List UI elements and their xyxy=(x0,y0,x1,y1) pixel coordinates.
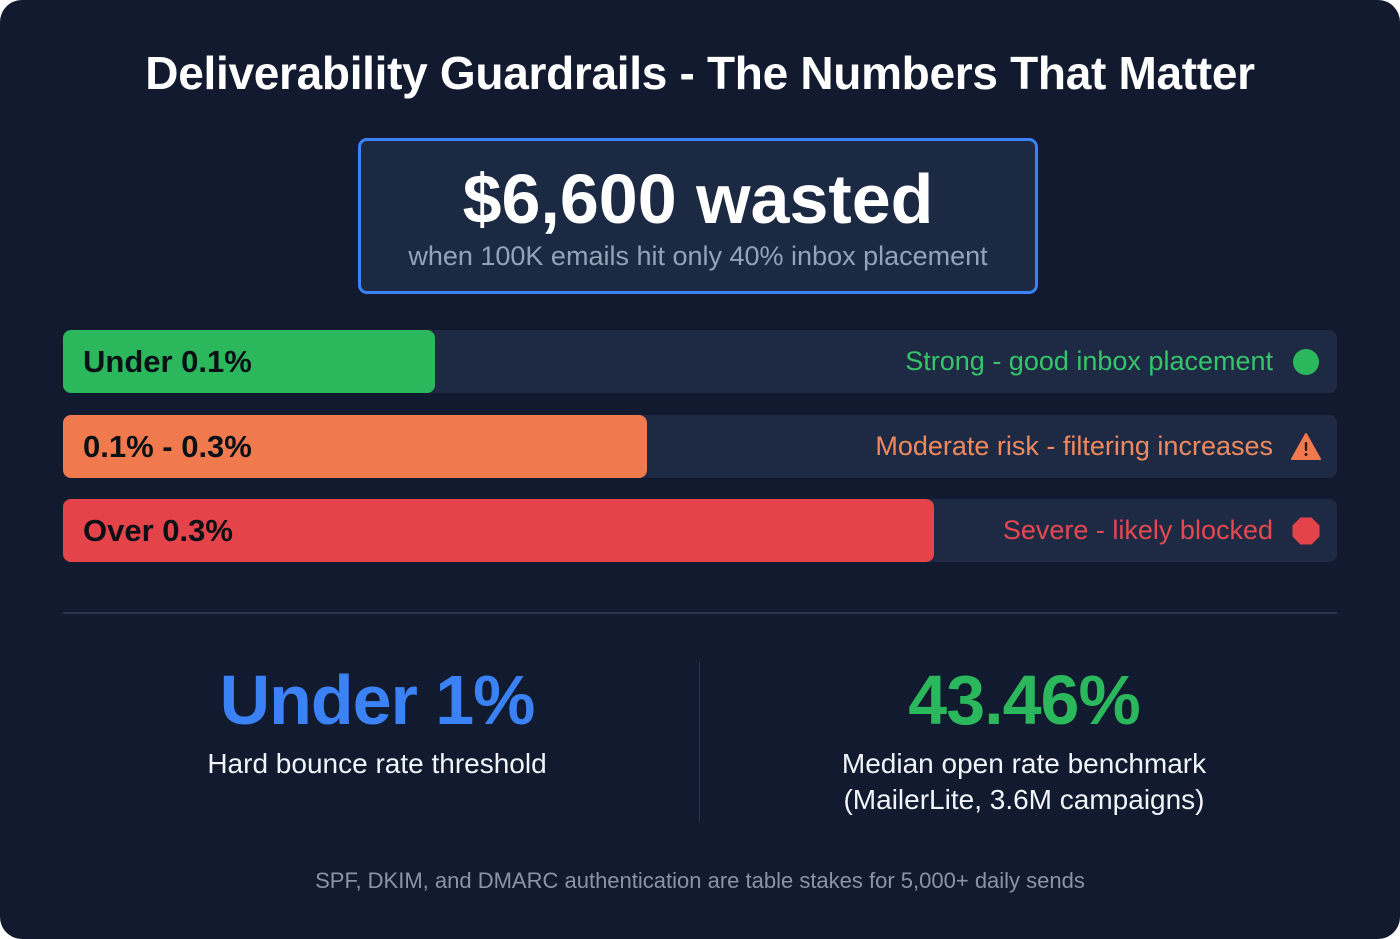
stats-divider xyxy=(699,662,700,822)
section-divider xyxy=(63,612,1337,614)
threshold-description: Strong - good inbox placement xyxy=(905,346,1273,376)
threshold-row-low: Under 0.1% Strong - good inbox placement xyxy=(63,330,1337,393)
stat-label: Median open rate benchmark (MailerLite, … xyxy=(714,746,1334,818)
hero-callout: $6,600 wasted when 100K emails hit only … xyxy=(358,138,1038,294)
footer-note: SPF, DKIM, and DMARC authentication are … xyxy=(315,868,1085,893)
stat-open-rate: 43.46% Median open rate benchmark (Maile… xyxy=(714,662,1334,818)
stat-label-line1: Median open rate benchmark xyxy=(841,748,1207,779)
threshold-description: Severe - likely blocked xyxy=(1002,515,1273,545)
stat-hard-bounce: Under 1% Hard bounce rate threshold xyxy=(67,662,687,782)
threshold-bar-fill xyxy=(63,499,934,562)
warning-triangle-icon xyxy=(1291,433,1321,460)
stat-value: Under 1% xyxy=(219,661,536,739)
threshold-label: 0.1% - 0.3% xyxy=(83,429,252,464)
hero-value: $6,600 wasted xyxy=(462,160,934,238)
threshold-bar-fill xyxy=(63,415,647,478)
stop-octagon-icon xyxy=(1292,517,1320,545)
stat-label: Hard bounce rate threshold xyxy=(207,748,547,779)
hero-subtitle: when 100K emails hit only 40% inbox plac… xyxy=(408,241,988,271)
stat-value: 43.46% xyxy=(908,661,1140,739)
threshold-bar-fill xyxy=(63,330,435,393)
stat-label-line2: (MailerLite, 3.6M campaigns) xyxy=(843,784,1205,815)
page-title: Deliverability Guardrails - The Numbers … xyxy=(145,47,1255,99)
threshold-description: Moderate risk - filtering increases xyxy=(875,431,1273,461)
threshold-label: Over 0.3% xyxy=(83,513,233,548)
green-circle-icon xyxy=(1293,349,1319,375)
threshold-row-moderate: 0.1% - 0.3% Moderate risk - filtering in… xyxy=(63,415,1337,478)
threshold-label: Under 0.1% xyxy=(83,344,252,379)
threshold-row-severe: Over 0.3% Severe - likely blocked xyxy=(63,499,1337,562)
